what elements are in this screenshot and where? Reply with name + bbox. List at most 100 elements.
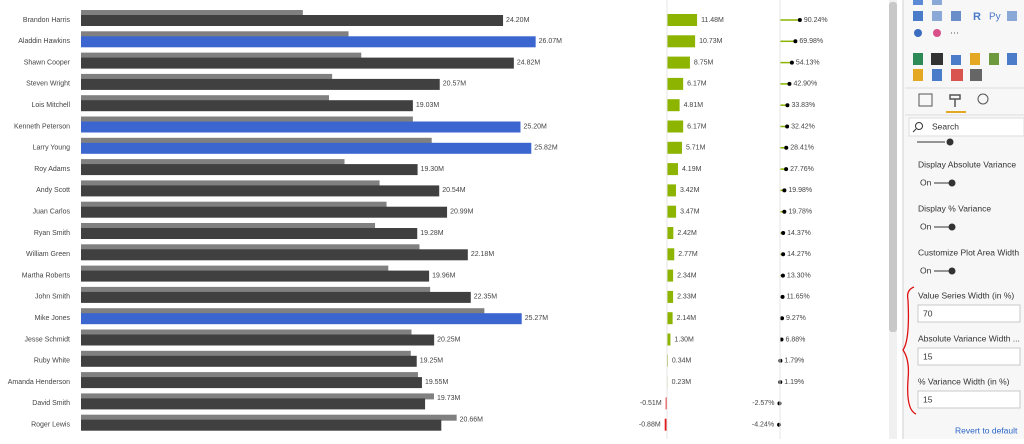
icon[interactable] [1007, 53, 1017, 65]
abs-variance-bar [667, 14, 698, 26]
icon-more[interactable]: ··· [950, 27, 959, 37]
icon[interactable] [913, 53, 923, 65]
abs-variance-label: 6.17M [687, 81, 707, 88]
search-text[interactable]: Search [932, 121, 959, 131]
abs-variance-label: 2.34M [677, 272, 697, 279]
pct-variance-label: 54.13% [796, 59, 820, 66]
abs-variance-bar [667, 205, 677, 218]
abs-variance-label: 3.47M [680, 209, 700, 216]
value-bar [81, 291, 471, 303]
icon[interactable] [932, 11, 942, 21]
abs-variance-label: 5.71M [686, 145, 706, 152]
icon[interactable] [914, 29, 922, 37]
value-label: 19.28M [420, 230, 444, 237]
value-label: 24.20M [506, 17, 530, 24]
icon[interactable] [913, 69, 923, 81]
abs-variance-label: 3.42M [680, 187, 700, 194]
pct-variance-dot [789, 60, 794, 65]
input-label: % Variance Width (in %) [918, 376, 1010, 386]
abs-variance-bar [667, 35, 696, 48]
toggle-state[interactable]: On [920, 265, 932, 275]
icon[interactable] [970, 69, 982, 81]
icon[interactable] [951, 69, 963, 81]
input-box[interactable] [917, 347, 1021, 366]
abs-variance-label: 2.42M [677, 230, 697, 237]
value-label: 19.30M [421, 166, 445, 173]
pct-variance-label: 1.79% [784, 358, 804, 365]
icon[interactable] [932, 0, 942, 5]
input-value[interactable]: 15 [923, 351, 933, 361]
value-bar [81, 398, 426, 410]
comparison-bar [81, 244, 420, 251]
pct-variance-dot [787, 81, 792, 86]
category-label: Roy Adams [34, 166, 70, 173]
comparison-bar [81, 223, 376, 229]
category-label: Shawn Cooper [24, 59, 71, 66]
search-box[interactable] [908, 117, 1024, 137]
value-label: 20.54M [442, 187, 466, 194]
category-label: Kenneth Peterson [14, 123, 70, 130]
value-bar [81, 36, 536, 48]
category-label: Roger Lewis [31, 422, 70, 429]
category-label: Larry Young [33, 145, 70, 152]
comparison-bar [81, 393, 434, 400]
toggle-state[interactable]: On [920, 221, 932, 231]
comparison-bar [81, 286, 431, 293]
fields-tab[interactable] [918, 93, 933, 107]
pct-variance-dot [777, 401, 782, 406]
value-bar [81, 334, 435, 346]
setting-label: Customize Plot Area Width [918, 247, 1019, 257]
input-value[interactable]: 70 [923, 308, 933, 318]
pct-variance-label: 14.37% [787, 230, 811, 237]
icon[interactable] [932, 69, 942, 81]
input-box[interactable] [917, 390, 1021, 409]
icon-r[interactable]: R [973, 11, 981, 23]
pct-variance-label: 9.27% [786, 315, 806, 322]
toggle-knob[interactable] [948, 267, 956, 275]
icon[interactable] [951, 11, 961, 21]
icon[interactable] [933, 29, 941, 37]
value-label: 22.35M [474, 294, 498, 301]
setting-label: Display % Variance [918, 203, 991, 213]
icon[interactable] [989, 53, 999, 65]
icon[interactable] [931, 53, 943, 65]
abs-variance-bar [667, 120, 684, 133]
pct-variance-dot [781, 231, 786, 235]
abs-variance-label: 11.48M [701, 17, 724, 24]
category-label: Aladdin Hawkins [18, 38, 70, 45]
pct-variance-dot [782, 188, 787, 193]
comparison-bar [81, 159, 345, 166]
abs-variance-label: 4.81M [684, 102, 704, 109]
value-bar [81, 100, 413, 112]
input-box[interactable] [917, 304, 1021, 323]
icon[interactable] [913, 11, 923, 21]
abs-variance-bar [667, 333, 671, 346]
scroll-thumb[interactable] [889, 2, 897, 332]
value-bar [81, 206, 448, 218]
visual-icons[interactable]: R Py ··· [913, 0, 1017, 81]
icon-py[interactable]: Py [989, 12, 1001, 23]
icon[interactable] [951, 55, 961, 65]
format-tab[interactable] [949, 94, 961, 107]
toggle-knob[interactable] [948, 179, 956, 187]
input-value[interactable]: 15 [923, 394, 933, 404]
value-bar [81, 142, 532, 154]
revert-link[interactable]: Revert to default [955, 425, 1018, 435]
pct-variance-dot [784, 145, 789, 150]
category-label: Ryan Smith [34, 230, 70, 237]
icon[interactable] [1007, 11, 1017, 21]
comparison-bar [81, 350, 411, 357]
abs-variance-bar [664, 418, 667, 431]
comparison-bar [81, 95, 329, 102]
toggle-knob[interactable] [948, 223, 956, 231]
value-bar [81, 164, 418, 176]
value-label: 25.27M [525, 315, 549, 322]
analytics-tab[interactable] [977, 93, 989, 105]
value-bar [81, 57, 514, 69]
search-icon [915, 122, 923, 130]
icon[interactable] [970, 53, 980, 65]
toggle-knob[interactable] [946, 138, 954, 146]
comparison-bar [81, 308, 485, 315]
toggle-state[interactable]: On [920, 177, 932, 187]
icon[interactable] [913, 0, 923, 5]
